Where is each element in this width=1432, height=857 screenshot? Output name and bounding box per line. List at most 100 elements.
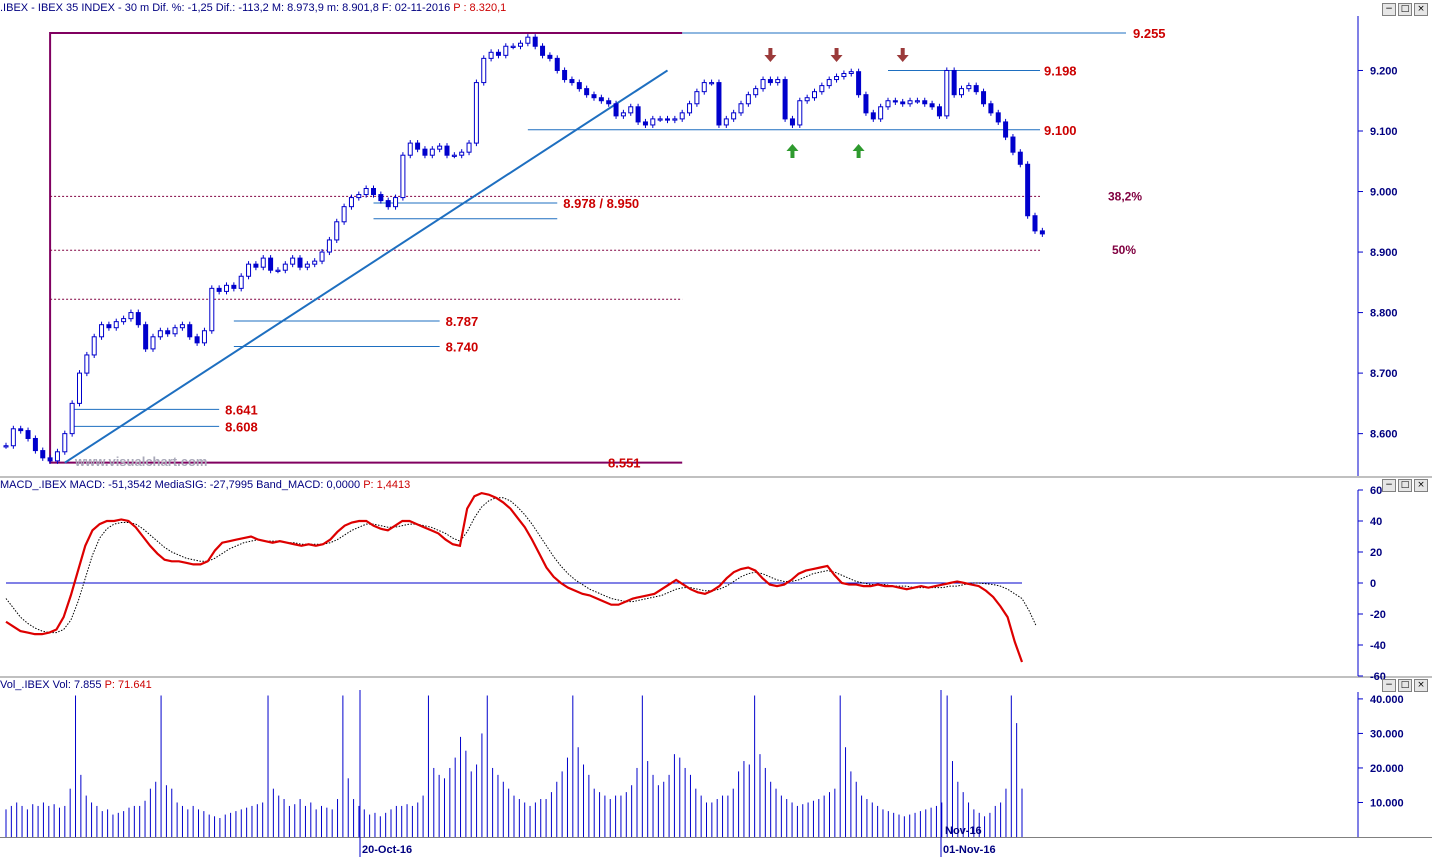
- candle-body: [892, 100, 898, 103]
- candle-body: [922, 100, 928, 105]
- candle-body: [106, 324, 112, 329]
- candle-body: [789, 118, 795, 126]
- macd-close-button[interactable]: ×: [1414, 479, 1428, 492]
- candle-body: [650, 118, 656, 126]
- maximize-button[interactable]: □: [1398, 3, 1412, 16]
- candle-body: [598, 97, 604, 102]
- candle-body: [723, 118, 729, 126]
- candle-body: [488, 51, 494, 59]
- candle-body: [907, 100, 913, 105]
- candle-body: [150, 336, 156, 350]
- candle-body: [385, 200, 391, 208]
- candle-body: [540, 45, 546, 56]
- candle-body: [878, 106, 884, 120]
- candle-body: [518, 42, 523, 47]
- level-label: 8.740: [446, 339, 479, 354]
- candle-body: [128, 312, 134, 320]
- candle-body: [532, 36, 538, 47]
- candle-body: [951, 69, 957, 96]
- panel-separator: [0, 476, 1432, 478]
- candle-body: [187, 324, 193, 338]
- candle-body: [407, 142, 413, 156]
- macd-tick-label: 20: [1370, 547, 1382, 559]
- candle-body: [62, 433, 68, 453]
- macd-signal-line: [5, 497, 1037, 634]
- volume-panel-header: Vol_.IBEX Vol: 7.855 P: 71.641: [0, 677, 152, 693]
- candle-body: [613, 103, 619, 117]
- candle-body: [481, 57, 487, 84]
- vol-maximize-button[interactable]: □: [1398, 679, 1412, 692]
- candle-body: [415, 142, 421, 150]
- candle-body: [709, 82, 715, 85]
- candle-body: [47, 457, 53, 462]
- candle-body: [135, 312, 141, 326]
- candle-body: [981, 91, 987, 105]
- macd-minimize-button[interactable]: −: [1382, 479, 1396, 492]
- volume-period: P: 71.641: [104, 679, 152, 691]
- candle-body: [885, 100, 891, 108]
- candle-body: [665, 118, 670, 121]
- level-label: 9.198: [1044, 63, 1077, 78]
- candle-body: [304, 263, 310, 268]
- candle-body: [1039, 230, 1045, 235]
- candle-body: [716, 82, 722, 126]
- candle-body: [959, 88, 964, 96]
- candle-body: [25, 430, 31, 439]
- price-window-buttons: − □ ×: [1382, 3, 1428, 16]
- candle-body: [819, 85, 825, 93]
- candle-body: [863, 94, 869, 114]
- candle-body: [216, 287, 222, 292]
- arrow-down-icon: [896, 48, 909, 62]
- candle-body: [444, 145, 450, 156]
- minimize-button[interactable]: −: [1382, 3, 1396, 16]
- candle-body: [782, 79, 788, 120]
- candle-body: [687, 103, 693, 114]
- volume-window-buttons: − □ ×: [1382, 679, 1428, 692]
- candle-body: [238, 275, 244, 289]
- candle-body: [18, 428, 24, 432]
- candle-body: [1025, 163, 1031, 217]
- vol-minimize-button[interactable]: −: [1382, 679, 1396, 692]
- x-axis-label: 20-Oct-16: [362, 844, 412, 856]
- candle-body: [775, 79, 781, 84]
- candle-body: [99, 324, 105, 338]
- candle-body: [620, 112, 626, 117]
- candle-body: [268, 257, 274, 271]
- candle-body: [246, 263, 252, 277]
- candle-body: [282, 263, 288, 271]
- candle-body: [429, 148, 435, 156]
- candle-body: [510, 45, 516, 48]
- candle-body: [694, 91, 700, 105]
- candle-body: [466, 142, 472, 153]
- candle-body: [731, 112, 737, 120]
- candle-body: [3, 445, 9, 448]
- candle-body: [826, 79, 832, 87]
- candle-body: [378, 194, 384, 202]
- candle-body: [753, 88, 759, 96]
- fib-label: 38,2%: [1108, 189, 1142, 203]
- level-label: 8.978 / 8.950: [563, 196, 639, 211]
- candle-body: [312, 260, 318, 265]
- candle-body: [363, 188, 369, 196]
- macd-maximize-button[interactable]: □: [1398, 479, 1412, 492]
- candle-body: [371, 188, 376, 196]
- candle-body: [1032, 215, 1038, 232]
- candle-body: [944, 69, 950, 117]
- macd-title: MACD_.IBEX MACD: -51,3542 MediaSIG: -27,…: [0, 479, 361, 491]
- fib-label: 50%: [1112, 243, 1136, 257]
- candle-body: [69, 402, 75, 435]
- candle-body: [319, 251, 325, 262]
- candle-body: [194, 336, 200, 344]
- close-button[interactable]: ×: [1414, 3, 1428, 16]
- arrow-down-icon: [830, 48, 843, 62]
- candle-body: [966, 85, 972, 90]
- candle-body: [348, 197, 354, 208]
- candle-body: [224, 284, 229, 292]
- candle-body: [679, 112, 685, 120]
- volume-tick-label: 40.000: [1370, 694, 1404, 706]
- candle-body: [834, 76, 840, 81]
- candle-body: [179, 324, 185, 329]
- candle-body: [201, 330, 207, 344]
- vol-close-button[interactable]: ×: [1414, 679, 1428, 692]
- candle-body: [297, 257, 303, 268]
